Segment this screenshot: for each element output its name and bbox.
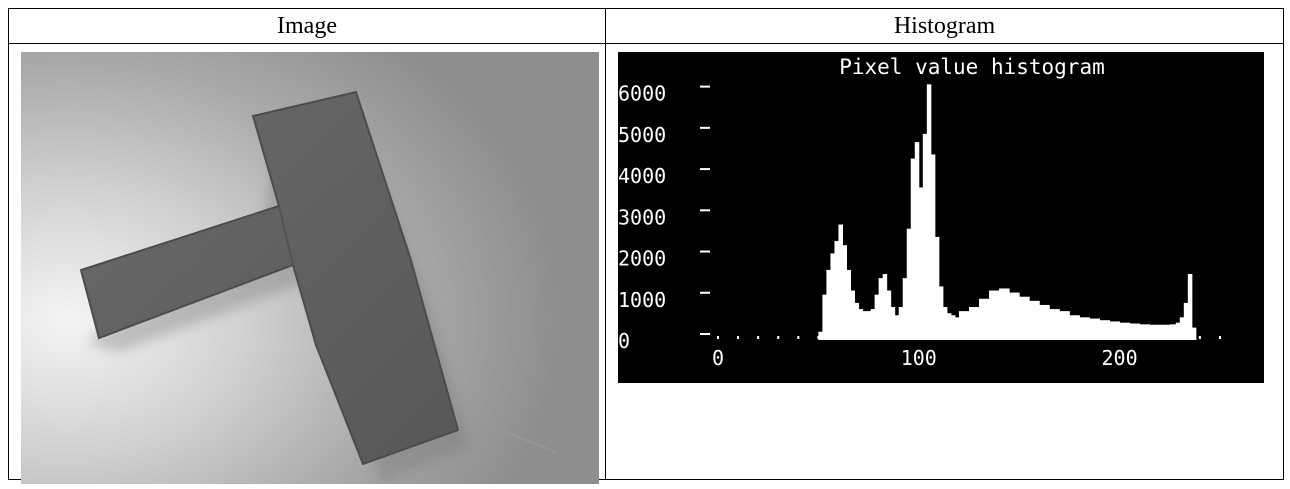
histogram-column-header: Histogram <box>605 8 1284 44</box>
header-row: Image Histogram <box>8 8 1284 44</box>
x-tick-label: 0 <box>712 346 724 370</box>
histogram-bar <box>1187 274 1193 340</box>
histogram-bar <box>886 290 892 340</box>
histogram-bar <box>854 302 860 340</box>
histogram-bar <box>1139 324 1151 340</box>
histogram-bar <box>882 274 888 340</box>
chart-title: Pixel value histogram <box>839 55 1105 79</box>
x-axis-dot <box>1198 336 1201 339</box>
histogram-bar <box>942 307 948 340</box>
histogram-bar <box>826 269 831 340</box>
x-axis-dot <box>757 336 760 339</box>
histogram-bar <box>1129 323 1141 340</box>
histogram-bar <box>954 317 960 340</box>
x-axis-dot <box>797 336 800 339</box>
histogram-bar <box>1039 304 1050 340</box>
histogram-bar <box>918 187 924 340</box>
histogram-bar <box>894 315 900 340</box>
histogram-bar <box>1183 302 1189 340</box>
histogram-bar <box>1191 327 1197 340</box>
histogram-bar <box>930 154 936 340</box>
y-tick-label: 5000 <box>618 123 666 147</box>
histogram-bar <box>858 309 864 340</box>
histogram-bar <box>830 253 835 340</box>
histogram-bar <box>1059 311 1070 340</box>
grayscale-photo <box>21 52 599 484</box>
histogram-svg: Pixel value histogram 010002000300040005… <box>618 55 1221 370</box>
histogram-bar <box>1019 296 1030 340</box>
x-axis-dot <box>777 336 780 339</box>
y-tick-label: 0 <box>618 329 630 353</box>
histogram-bar <box>850 290 856 340</box>
histogram-bar <box>1109 321 1121 340</box>
histogram-bar <box>922 133 928 340</box>
x-axis-dot <box>1218 336 1221 339</box>
x-tick-label: 200 <box>1102 346 1138 370</box>
histogram-bar <box>874 294 880 340</box>
histogram-bar <box>958 311 970 340</box>
histogram-bar <box>938 286 944 340</box>
histogram-bar <box>890 307 896 340</box>
histogram-bar <box>862 311 868 340</box>
histogram-bar <box>818 331 823 340</box>
histogram-bar <box>1029 300 1040 340</box>
histogram-bar <box>898 307 904 340</box>
histogram-bar <box>1079 317 1090 340</box>
histogram-bar <box>1069 315 1080 340</box>
histogram-bar <box>1149 324 1161 340</box>
histogram-chart: Pixel value histogram 0 1000 2000 3000 4000 5… <box>618 52 1264 383</box>
histogram-bar <box>842 245 848 340</box>
histogram-bar <box>902 278 908 340</box>
histogram-bar <box>846 269 852 340</box>
y-tick-label: 3000 <box>618 205 666 229</box>
y-tick-label: 4000 <box>618 164 666 188</box>
t-shape-photo-icon <box>21 52 599 484</box>
histogram-bar <box>834 241 839 340</box>
histogram-bar <box>999 288 1010 340</box>
histogram-bar <box>926 84 932 340</box>
y-tick-label: 6000 <box>618 82 666 106</box>
histogram-bar <box>979 298 990 340</box>
histogram-bar <box>934 236 940 340</box>
content-row: Pixel value histogram 0 1000 2000 3000 4000 5… <box>8 43 1284 484</box>
image-cell <box>8 43 606 484</box>
histogram-bar <box>1175 322 1181 340</box>
histogram-bar <box>870 309 876 340</box>
histogram-bar <box>1009 292 1020 340</box>
histogram-bar <box>968 307 980 340</box>
y-tick-label: 1000 <box>618 288 666 312</box>
histogram-bar <box>866 311 872 340</box>
histogram-bar <box>910 158 916 340</box>
histogram-bar <box>946 313 952 340</box>
histogram-bar <box>1099 320 1111 340</box>
x-axis-dot <box>717 336 719 339</box>
y-tick-label: 2000 <box>618 247 666 271</box>
histogram-bar <box>989 290 1000 340</box>
comparison-table: Image Histogram <box>8 8 1284 484</box>
image-column-header: Image <box>8 8 606 44</box>
histogram-bar <box>950 315 956 340</box>
histogram-bar <box>838 224 843 340</box>
histogram-bar <box>1179 317 1185 340</box>
histogram-bar <box>878 278 884 340</box>
x-tick-label: 100 <box>901 346 937 370</box>
histogram-bar <box>906 228 912 340</box>
histogram-bar <box>1089 318 1100 340</box>
histogram-bar <box>1169 324 1177 340</box>
x-axis-dot <box>737 336 740 339</box>
histogram-bar <box>822 294 827 340</box>
histogram-bar <box>1119 322 1131 340</box>
histogram-bar <box>1159 324 1171 340</box>
histogram-bar <box>1049 309 1060 340</box>
histogram-cell: Pixel value histogram 0 1000 2000 3000 4000 5… <box>605 43 1284 480</box>
histogram-bar <box>914 142 920 340</box>
